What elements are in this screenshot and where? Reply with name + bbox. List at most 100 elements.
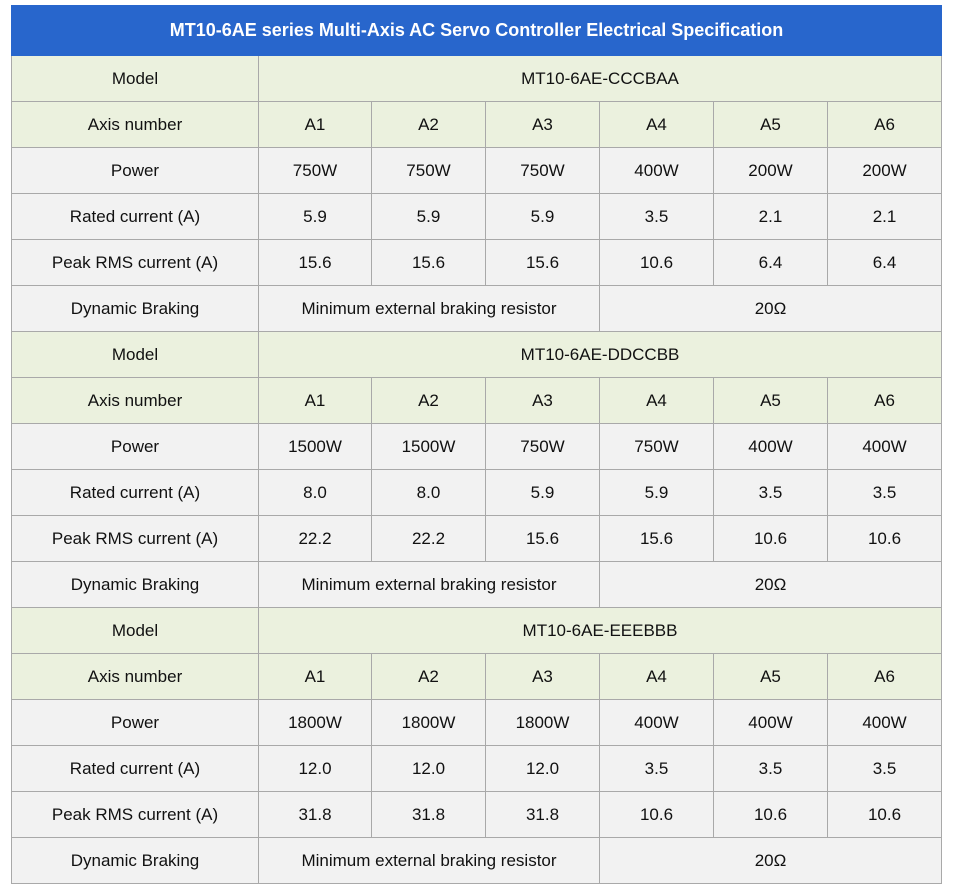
power-cell: 750W — [599, 423, 714, 470]
rated-current-cell: 5.9 — [485, 193, 600, 240]
power-cell: 1800W — [258, 699, 372, 746]
rated-current-row: Rated current (A) 12.0 12.0 12.0 3.5 3.5 3.5 — [11, 745, 943, 792]
rated-current-cell: 5.9 — [258, 193, 372, 240]
dynamic-braking-label: Dynamic Braking — [11, 285, 259, 332]
power-cell: 750W — [485, 423, 600, 470]
peak-rms-current-cell: 15.6 — [258, 239, 372, 286]
rated-current-cell: 12.0 — [485, 745, 600, 792]
peak-rms-current-cell: 31.8 — [371, 791, 486, 838]
power-cell: 1500W — [258, 423, 372, 470]
model-row: Model MT10-6AE-CCCBAA — [11, 55, 943, 102]
axis-cell: A3 — [485, 653, 600, 700]
dynamic-braking-label: Dynamic Braking — [11, 561, 259, 608]
rated-current-cell: 8.0 — [371, 469, 486, 516]
braking-resistor-value: 20Ω — [598, 837, 943, 884]
rated-current-cell: 3.5 — [713, 745, 828, 792]
rated-current-row: Rated current (A) 8.0 8.0 5.9 5.9 3.5 3.5 — [11, 469, 943, 516]
rated-current-cell: 3.5 — [599, 193, 714, 240]
peak-rms-current-cell: 10.6 — [713, 515, 828, 562]
peak-rms-current-cell: 15.6 — [599, 515, 714, 562]
rated-current-label: Rated current (A) — [11, 469, 259, 516]
peak-rms-current-row: Peak RMS current (A) 22.2 22.2 15.6 15.6 10.6… — [11, 515, 943, 562]
power-row: Power 750W 750W 750W 400W 200W 200W — [11, 147, 943, 194]
peak-rms-current-label: Peak RMS current (A) — [11, 515, 259, 562]
rated-current-cell: 5.9 — [599, 469, 714, 516]
power-cell: 200W — [826, 147, 943, 194]
axis-cell: A6 — [826, 377, 943, 424]
peak-rms-current-cell: 15.6 — [485, 515, 600, 562]
braking-description: Minimum external braking resistor — [258, 561, 600, 608]
peak-rms-current-cell: 31.8 — [485, 791, 600, 838]
axis-cell: A4 — [599, 101, 714, 148]
electrical-spec-table: MT10-6AE series Multi-Axis AC Servo Cont… — [10, 5, 943, 884]
dynamic-braking-row: Dynamic Braking Minimum external braking … — [11, 837, 943, 884]
rated-current-cell: 2.1 — [713, 193, 828, 240]
power-row: Power 1800W 1800W 1800W 400W 400W 400W — [11, 699, 943, 746]
power-cell: 200W — [713, 147, 828, 194]
axis-number-row: Axis number A1 A2 A3 A4 A5 A6 — [11, 101, 943, 148]
dynamic-braking-label: Dynamic Braking — [11, 837, 259, 884]
peak-rms-current-cell: 10.6 — [826, 791, 943, 838]
power-cell: 400W — [826, 423, 943, 470]
power-cell: 400W — [713, 423, 828, 470]
model-label: Model — [11, 607, 259, 654]
axis-cell: A4 — [599, 653, 714, 700]
peak-rms-current-label: Peak RMS current (A) — [11, 791, 259, 838]
model-name: MT10-6AE-DDCCBB — [257, 331, 943, 378]
model-row: Model MT10-6AE-EEEBBB — [11, 607, 943, 654]
axis-cell: A3 — [485, 101, 600, 148]
axis-number-label: Axis number — [11, 101, 259, 148]
axis-cell: A1 — [258, 653, 372, 700]
power-cell: 1800W — [371, 699, 486, 746]
power-row: Power 1500W 1500W 750W 750W 400W 400W — [11, 423, 943, 470]
axis-cell: A2 — [371, 377, 486, 424]
power-cell: 400W — [713, 699, 828, 746]
peak-rms-current-cell: 10.6 — [599, 239, 714, 286]
rated-current-cell: 3.5 — [713, 469, 828, 516]
peak-rms-current-label: Peak RMS current (A) — [11, 239, 259, 286]
axis-cell: A1 — [258, 101, 372, 148]
power-label: Power — [11, 147, 259, 194]
model-label: Model — [11, 331, 259, 378]
axis-number-row: Axis number A1 A2 A3 A4 A5 A6 — [11, 653, 943, 700]
axis-cell: A3 — [485, 377, 600, 424]
model-name: MT10-6AE-EEEBBB — [257, 607, 943, 654]
peak-rms-current-cell: 10.6 — [713, 791, 828, 838]
braking-description: Minimum external braking resistor — [258, 285, 600, 332]
rated-current-cell: 12.0 — [371, 745, 486, 792]
braking-description: Minimum external braking resistor — [258, 837, 600, 884]
axis-cell: A5 — [713, 377, 828, 424]
axis-cell: A1 — [258, 377, 372, 424]
power-label: Power — [11, 699, 259, 746]
rated-current-row: Rated current (A) 5.9 5.9 5.9 3.5 2.1 2.1 — [11, 193, 943, 240]
dynamic-braking-row: Dynamic Braking Minimum external braking … — [11, 561, 943, 608]
rated-current-cell: 3.5 — [826, 745, 943, 792]
power-cell: 1800W — [485, 699, 600, 746]
axis-number-row: Axis number A1 A2 A3 A4 A5 A6 — [11, 377, 943, 424]
rated-current-cell: 5.9 — [485, 469, 600, 516]
axis-cell: A5 — [713, 653, 828, 700]
rated-current-cell: 2.1 — [826, 193, 943, 240]
axis-cell: A6 — [826, 101, 943, 148]
peak-rms-current-cell: 6.4 — [713, 239, 828, 286]
peak-rms-current-cell: 22.2 — [371, 515, 486, 562]
peak-rms-current-cell: 15.6 — [371, 239, 486, 286]
rated-current-cell: 12.0 — [258, 745, 372, 792]
peak-rms-current-cell: 22.2 — [258, 515, 372, 562]
model-label: Model — [11, 55, 259, 102]
axis-cell: A4 — [599, 377, 714, 424]
rated-current-cell: 5.9 — [371, 193, 486, 240]
axis-cell: A5 — [713, 101, 828, 148]
rated-current-label: Rated current (A) — [11, 745, 259, 792]
axis-number-label: Axis number — [11, 653, 259, 700]
dynamic-braking-row: Dynamic Braking Minimum external braking … — [11, 285, 943, 332]
rated-current-label: Rated current (A) — [11, 193, 259, 240]
peak-rms-current-row: Peak RMS current (A) 31.8 31.8 31.8 10.6 10.6… — [11, 791, 943, 838]
braking-resistor-value: 20Ω — [598, 561, 943, 608]
table-title: MT10-6AE series Multi-Axis AC Servo Cont… — [10, 5, 943, 56]
power-cell: 400W — [826, 699, 943, 746]
peak-rms-current-cell: 10.6 — [599, 791, 714, 838]
spec-body: Model MT10-6AE-CCCBAA Axis number A1 A2 A3 A4 A… — [11, 55, 943, 884]
peak-rms-current-cell: 10.6 — [826, 515, 943, 562]
peak-rms-current-cell: 31.8 — [258, 791, 372, 838]
